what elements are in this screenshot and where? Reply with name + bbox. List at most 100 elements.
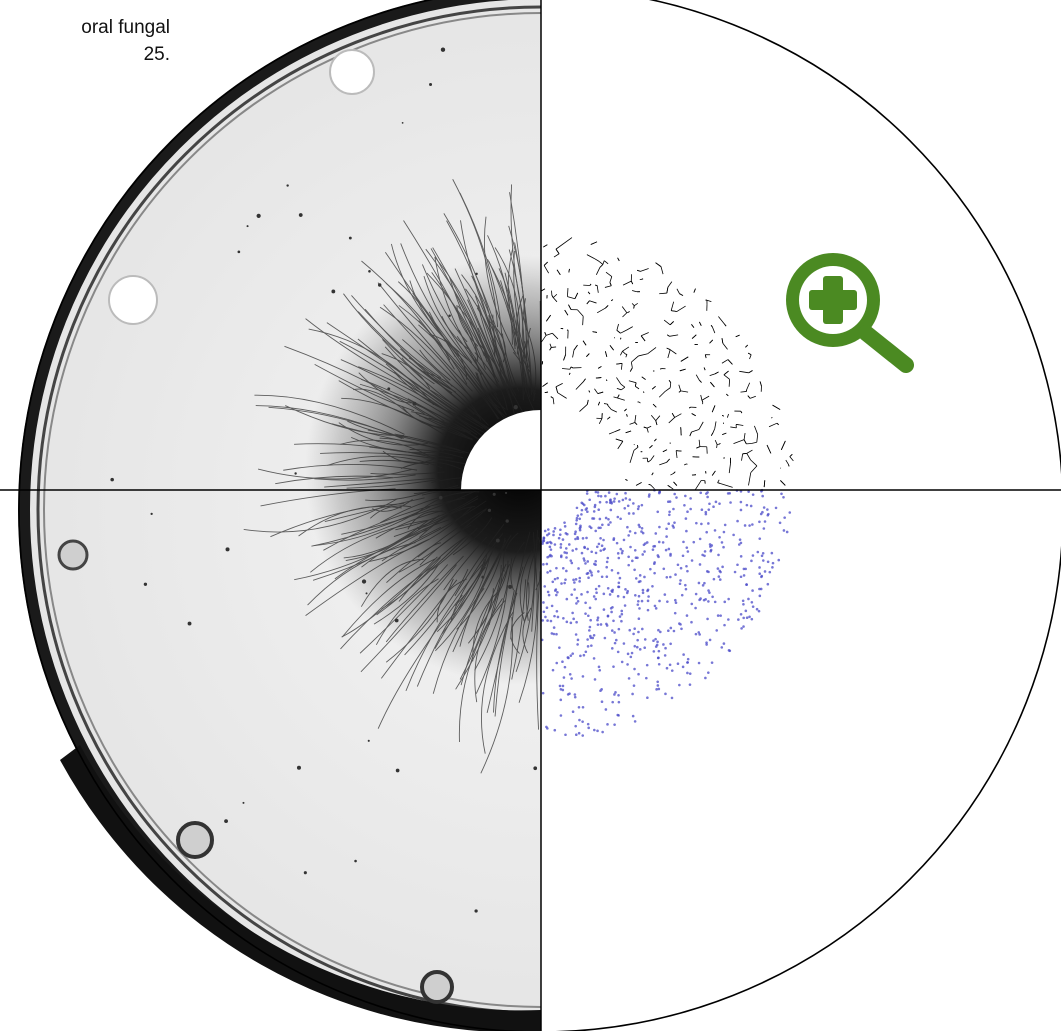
network-node	[645, 676, 648, 680]
skeleton-edge	[728, 463, 731, 474]
speckle	[508, 584, 513, 589]
skeleton-edge	[647, 459, 652, 463]
network-node	[558, 646, 561, 649]
network-node	[602, 592, 606, 596]
network-node	[605, 565, 608, 569]
skeleton-edge	[718, 316, 725, 325]
hypha-strand	[370, 471, 445, 475]
network-node	[669, 626, 673, 630]
network-node	[738, 538, 742, 541]
network-node	[763, 570, 767, 573]
network-node	[710, 544, 714, 547]
network-node	[552, 626, 556, 629]
network-node	[647, 495, 651, 498]
hypha-strand	[460, 220, 505, 355]
network-node	[707, 600, 710, 603]
skeleton-edge	[652, 403, 657, 408]
skeleton-edge	[562, 368, 570, 370]
network-node	[584, 601, 587, 605]
network-node	[583, 559, 586, 562]
network-node	[577, 705, 581, 709]
network-node	[633, 644, 637, 648]
network-node	[548, 569, 552, 573]
skeleton-edge	[701, 395, 710, 401]
network-node	[541, 619, 545, 622]
hypha-strand	[360, 558, 424, 607]
network-node	[719, 570, 722, 574]
caption-text: oral fungal 25.	[0, 14, 170, 68]
network-node	[667, 629, 670, 633]
skeleton-edge	[747, 352, 752, 356]
network-node	[610, 647, 614, 650]
network-node	[590, 550, 593, 554]
network-node	[599, 549, 603, 552]
network-node	[647, 595, 650, 598]
skeleton-edge	[555, 248, 560, 254]
skeleton-edge	[759, 381, 762, 387]
skeleton-edge	[551, 295, 554, 298]
hypha-strand	[314, 363, 415, 412]
skeleton-edge	[555, 237, 573, 250]
network-node	[716, 614, 720, 617]
network-node	[586, 638, 589, 641]
skeleton-edge	[675, 450, 678, 459]
skeleton-edge	[694, 480, 702, 491]
skeleton-edge	[712, 428, 716, 433]
skeleton-edge	[569, 366, 572, 370]
network-node	[712, 577, 716, 581]
hypha-strand	[507, 247, 528, 362]
network-node	[748, 524, 751, 527]
network-node	[640, 503, 644, 507]
skeleton-edge	[751, 441, 757, 444]
hypha-strand	[519, 550, 533, 621]
skeleton-edge	[616, 323, 619, 331]
skeleton-edge	[650, 455, 655, 461]
skeleton-edge	[602, 260, 605, 265]
network-node	[703, 554, 706, 558]
skeleton-edge	[746, 382, 751, 390]
skeleton-edge	[552, 297, 558, 303]
skeleton-edge	[711, 470, 716, 476]
network-node	[546, 555, 549, 559]
network-node	[721, 565, 724, 569]
network-node	[575, 506, 579, 510]
network-node	[580, 551, 584, 555]
hypha-strand	[343, 515, 440, 559]
skeleton-edge	[655, 415, 661, 421]
network-node	[631, 714, 635, 718]
network-node	[633, 667, 636, 671]
skeleton-edge	[699, 321, 702, 326]
network-node	[739, 555, 743, 558]
network-node	[673, 492, 676, 496]
network-node	[585, 492, 589, 495]
network-node	[543, 585, 547, 588]
zoom-in-icon[interactable]	[778, 245, 920, 380]
speckle	[377, 283, 382, 287]
network-node	[623, 604, 627, 607]
skeleton-edge	[616, 377, 622, 385]
hypha-strand	[382, 339, 494, 431]
network-node	[609, 521, 612, 524]
hypha-strand	[535, 536, 541, 591]
network-node	[553, 577, 557, 581]
network-node	[669, 575, 672, 579]
plate-bubble	[420, 970, 454, 1004]
speckle	[429, 82, 433, 86]
network-node	[672, 507, 675, 511]
network-node	[580, 508, 584, 512]
skeleton-edge	[647, 347, 657, 355]
network-node	[665, 666, 669, 670]
network-node	[750, 617, 754, 621]
network-node	[682, 653, 685, 656]
network-node	[745, 503, 749, 507]
network-node	[627, 677, 631, 680]
skeleton-edge	[588, 390, 591, 393]
hypha-strand	[492, 560, 509, 604]
skeleton-edge	[596, 307, 606, 314]
network-node	[766, 508, 769, 511]
network-node	[595, 545, 599, 549]
network-node	[610, 610, 613, 614]
network-node	[742, 574, 746, 577]
network-node	[717, 575, 721, 578]
skeleton-network	[541, 237, 794, 491]
